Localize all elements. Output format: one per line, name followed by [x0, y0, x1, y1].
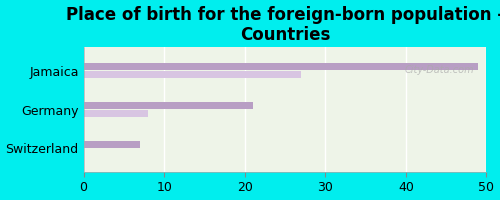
Bar — [84, 102, 253, 109]
Bar — [84, 63, 478, 70]
Bar — [84, 141, 140, 148]
Text: City-Data.com: City-Data.com — [404, 65, 474, 75]
Bar — [84, 71, 301, 78]
Bar — [84, 110, 148, 117]
Title: Place of birth for the foreign-born population -
Countries: Place of birth for the foreign-born popu… — [66, 6, 500, 44]
